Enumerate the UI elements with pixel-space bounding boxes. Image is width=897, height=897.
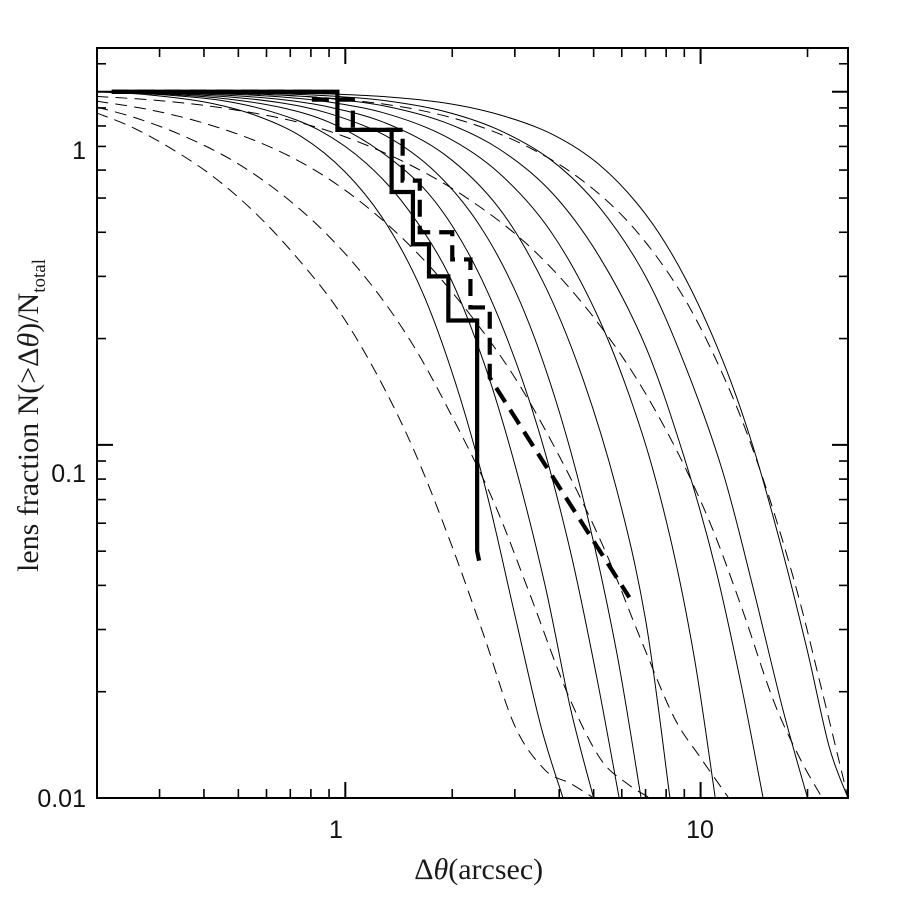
y-label-mid: )/N	[12, 293, 45, 333]
y-label-subscript: total	[29, 259, 50, 293]
x-tick-label-1: 1	[329, 816, 343, 844]
x-label-theta: θ	[433, 853, 448, 886]
curve-model-dashed-3	[98, 100, 729, 797]
curve-model-solid-3	[98, 91, 764, 797]
curve-model-solid-4	[98, 91, 716, 797]
y-tick-label-0p01: 0.01	[37, 785, 86, 813]
x-tick-label-10: 10	[686, 816, 714, 844]
curve-model-solid-5	[98, 91, 671, 797]
data-curves	[98, 89, 847, 797]
y-tick-label-0p1: 0.1	[51, 460, 86, 488]
x-axis-minor-ticks	[96, 48, 809, 798]
y-label-theta: θ	[12, 333, 45, 348]
y-label-prefix: lens fraction N(>	[12, 367, 45, 572]
curve-model-solid-8	[98, 91, 594, 797]
curve-observed-solid-steps	[111, 89, 482, 562]
x-label-delta: Δ	[414, 853, 433, 886]
y-tick-label-1: 1	[72, 137, 86, 165]
curve-model-dashed-4	[98, 106, 650, 797]
y-label-delta: Δ	[12, 348, 45, 367]
curve-model-dashed-5	[98, 112, 593, 797]
curve-model-solid-9	[98, 91, 564, 797]
curve-model-solid-1	[98, 91, 847, 797]
x-label-unit: (arcsec)	[448, 853, 543, 886]
x-axis-major-ticks	[344, 48, 702, 798]
curve-model-dashed-1	[98, 91, 847, 796]
y-axis-major-ticks	[97, 90, 848, 799]
curve-model-solid-2	[98, 91, 808, 797]
plot-frame	[96, 47, 849, 799]
curve-model-dashed-2	[98, 95, 823, 797]
y-axis-label: lens fraction N(>Δθ)/Ntotal	[12, 221, 52, 624]
curve-model-solid-7	[98, 91, 620, 797]
x-axis-label: Δθ(arcsec)	[363, 853, 580, 886]
y-axis-minor-ticks	[97, 62, 848, 693]
curve-model-solid-6	[98, 91, 642, 797]
curve-observed-dashed-steps	[111, 89, 632, 599]
